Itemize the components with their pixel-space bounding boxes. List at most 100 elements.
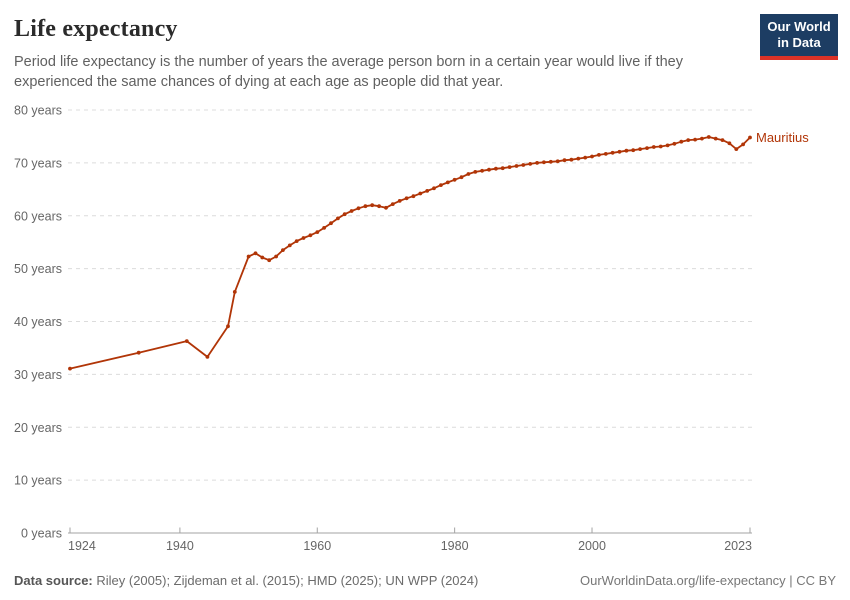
data-point-marker[interactable] xyxy=(535,161,539,165)
owid-link[interactable]: OurWorldinData.org/life-expectancy | CC … xyxy=(579,573,836,588)
data-point-marker[interactable] xyxy=(390,202,395,207)
data-point-marker[interactable] xyxy=(748,135,752,140)
data-point-marker[interactable] xyxy=(226,324,230,329)
data-point-marker[interactable] xyxy=(693,137,697,142)
data-point-marker[interactable] xyxy=(624,148,629,153)
data-point-marker[interactable] xyxy=(459,175,464,180)
line-chart: 0 years 10 years 20 years 30 years 40 years 5… xyxy=(14,104,809,554)
data-point-marker[interactable] xyxy=(487,167,491,172)
owid-logo-line1: Our World xyxy=(767,19,831,34)
data-point-marker[interactable] xyxy=(232,290,237,294)
data-point-marker[interactable] xyxy=(452,177,457,182)
data-point-marker[interactable] xyxy=(184,339,189,343)
data-point-marker[interactable] xyxy=(404,196,409,201)
data-point-marker[interactable] xyxy=(542,160,546,165)
data-point-marker[interactable] xyxy=(617,149,622,154)
data-point-marker[interactable] xyxy=(315,230,320,235)
y-axis-label: 60 years xyxy=(14,209,62,223)
data-point-marker[interactable] xyxy=(645,146,649,151)
data-point-marker[interactable] xyxy=(514,164,519,168)
data-point-marker[interactable] xyxy=(363,204,368,209)
y-axis-label: 80 years xyxy=(14,104,62,118)
data-point-marker[interactable] xyxy=(597,153,601,157)
data-point-marker[interactable] xyxy=(377,204,381,209)
data-source-note: Data source: Riley (2005); Zijdeman et a… xyxy=(14,573,478,588)
data-point-marker[interactable] xyxy=(445,180,450,185)
data-point-marker[interactable] xyxy=(638,147,642,152)
data-point-marker[interactable] xyxy=(308,233,313,238)
data-point-marker[interactable] xyxy=(679,139,684,144)
data-point-marker[interactable] xyxy=(267,258,272,263)
data-point-marker[interactable] xyxy=(473,170,478,174)
data-point-marker[interactable] xyxy=(432,186,436,191)
data-point-marker[interactable] xyxy=(253,251,258,256)
data-point-marker[interactable] xyxy=(466,172,471,176)
data-point-marker[interactable] xyxy=(528,162,533,166)
page-title: Life expectancy xyxy=(14,16,178,42)
data-point-marker[interactable] xyxy=(205,355,210,359)
data-point-marker[interactable] xyxy=(260,255,265,260)
data-point-marker[interactable] xyxy=(665,143,670,148)
data-point-marker[interactable] xyxy=(301,236,306,240)
data-point-marker[interactable] xyxy=(349,209,354,213)
data-point-marker[interactable] xyxy=(494,166,498,171)
data-point-marker[interactable] xyxy=(425,189,430,193)
data-point-marker[interactable] xyxy=(136,350,141,355)
data-point-marker[interactable] xyxy=(439,183,443,188)
x-axis-label: 2000 xyxy=(578,539,606,553)
y-axis-label: 40 years xyxy=(14,315,62,329)
data-point-marker[interactable] xyxy=(274,254,278,259)
data-point-marker[interactable] xyxy=(658,144,663,149)
data-point-marker[interactable] xyxy=(569,157,574,162)
data-point-marker[interactable] xyxy=(329,221,333,226)
data-point-marker[interactable] xyxy=(603,152,608,156)
data-point-marker[interactable] xyxy=(631,148,636,153)
y-axis-label: 0 years xyxy=(21,527,62,541)
data-point-marker[interactable] xyxy=(700,136,704,141)
data-point-marker[interactable] xyxy=(521,163,526,167)
x-axis-label: 1940 xyxy=(166,539,194,553)
data-point-marker[interactable] xyxy=(672,141,677,146)
data-point-marker[interactable] xyxy=(342,212,347,217)
data-point-marker[interactable] xyxy=(720,138,725,143)
chart-subtitle: Period life expectancy is the number of … xyxy=(14,54,683,90)
data-point-marker[interactable] xyxy=(500,166,505,171)
owid-logo-line2: in Data xyxy=(777,35,821,51)
data-point-marker[interactable] xyxy=(734,147,739,152)
chart-footer: Data source: Riley (2005); Zijdeman et a… xyxy=(14,573,836,588)
data-point-marker[interactable] xyxy=(507,165,512,170)
data-point-marker[interactable] xyxy=(281,248,285,253)
data-point-marker[interactable] xyxy=(411,194,416,199)
data-point-marker[interactable] xyxy=(686,138,691,143)
x-axis-label: 2023 xyxy=(724,539,752,553)
data-point-marker[interactable] xyxy=(610,150,615,155)
data-point-marker[interactable] xyxy=(651,145,656,149)
data-point-marker[interactable] xyxy=(370,203,375,208)
data-point-marker[interactable] xyxy=(548,159,553,164)
data-point-marker[interactable] xyxy=(384,205,388,210)
entity-label[interactable]: Mauritius xyxy=(756,130,809,145)
data-point-marker[interactable] xyxy=(583,155,588,160)
series-line[interactable] xyxy=(69,136,751,370)
data-point-marker[interactable] xyxy=(576,156,581,161)
data-source-label: Data source: xyxy=(14,573,93,588)
data-point-marker[interactable] xyxy=(294,239,299,244)
data-point-marker[interactable] xyxy=(741,142,745,147)
data-point-marker[interactable] xyxy=(397,199,402,203)
data-point-marker[interactable] xyxy=(590,154,594,159)
x-axis-label: 1980 xyxy=(441,539,469,553)
data-point-marker[interactable] xyxy=(287,243,292,248)
data-point-marker[interactable] xyxy=(713,136,718,141)
data-point-marker[interactable] xyxy=(480,168,484,173)
data-point-marker[interactable] xyxy=(727,141,732,146)
data-point-marker[interactable] xyxy=(555,159,560,164)
owid-logo[interactable]: Our World in Data xyxy=(760,14,838,60)
data-point-marker[interactable] xyxy=(68,366,72,371)
data-point-marker[interactable] xyxy=(706,135,711,139)
data-point-marker[interactable] xyxy=(356,206,361,211)
data-point-marker[interactable] xyxy=(246,254,251,259)
data-point-marker[interactable] xyxy=(562,158,567,163)
data-point-marker[interactable] xyxy=(418,191,423,196)
data-point-marker[interactable] xyxy=(336,216,340,221)
data-point-marker[interactable] xyxy=(322,226,326,230)
